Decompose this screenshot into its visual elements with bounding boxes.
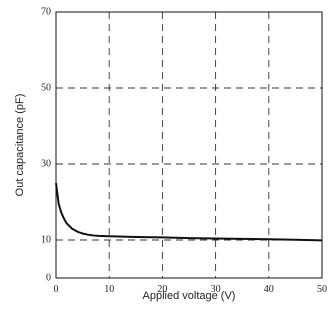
x-axis-title: Applied voltage (V) bbox=[143, 290, 236, 302]
x-tick-label: 10 bbox=[104, 284, 114, 295]
x-tick-labels: 0 10 20 30 40 50 bbox=[54, 284, 328, 295]
y-tick-label: 0 bbox=[46, 272, 51, 283]
series-layer bbox=[55, 182, 323, 242]
capacitance-curve bbox=[55, 182, 323, 242]
y-tick-label: 50 bbox=[41, 82, 51, 93]
x-tick-label: 40 bbox=[264, 284, 274, 295]
y-axis-title: Out capacitance (pF) bbox=[14, 94, 26, 197]
y-tick-label: 70 bbox=[41, 6, 51, 17]
x-tick-label: 20 bbox=[157, 284, 167, 295]
plot-frame bbox=[55, 11, 323, 279]
y-tick-labels: 0 10 30 50 70 bbox=[41, 6, 51, 283]
y-tick-label: 30 bbox=[41, 158, 51, 169]
x-tick-label: 0 bbox=[54, 284, 59, 295]
x-tick-label: 30 bbox=[211, 284, 221, 295]
x-tick-label: 50 bbox=[317, 284, 327, 295]
y-tick-label: 10 bbox=[41, 234, 51, 245]
